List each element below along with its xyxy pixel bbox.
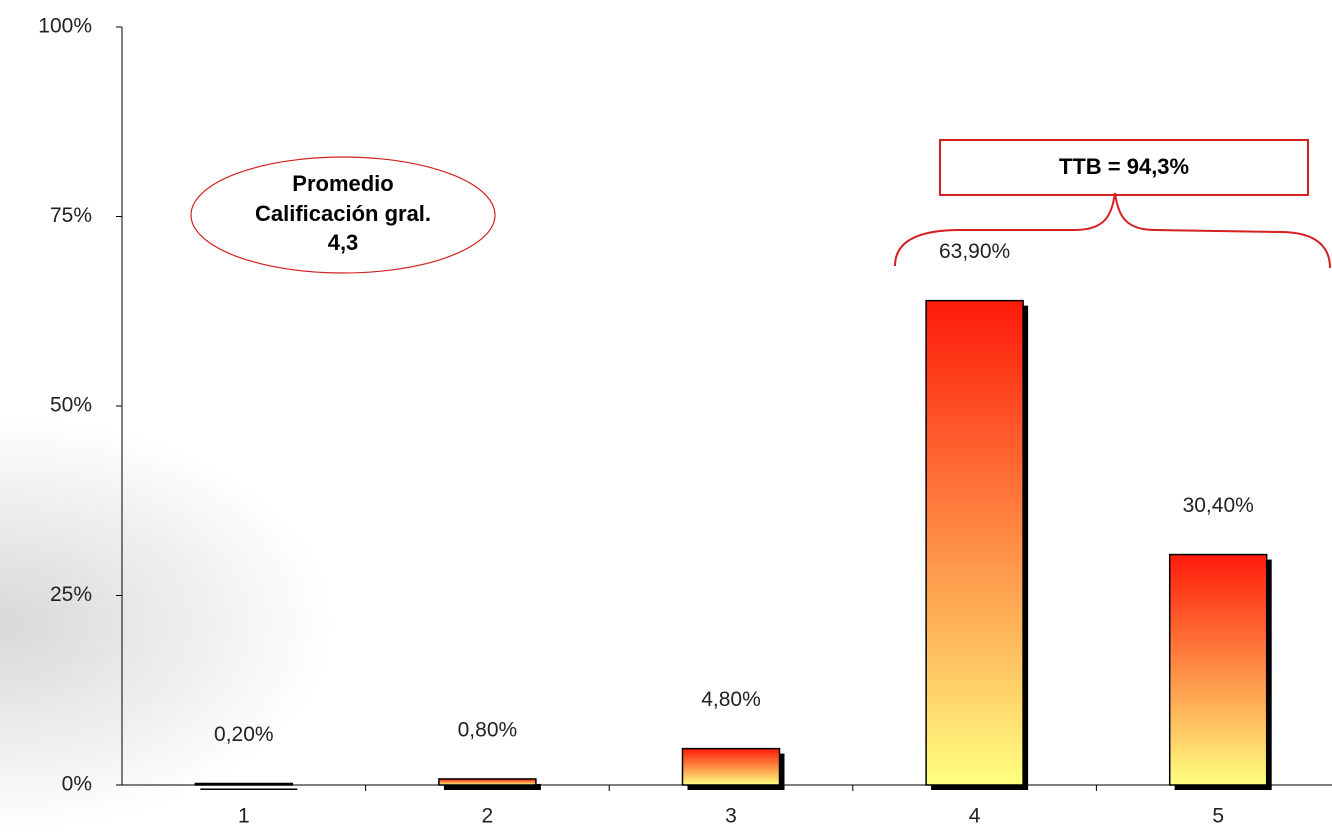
annotation: 4,3	[328, 230, 359, 255]
bar-shadow	[443, 783, 541, 790]
callout: TTB = 94,3%	[1059, 154, 1189, 179]
average-ellipse	[190, 156, 496, 274]
x-tick-label: 4	[969, 805, 981, 828]
annotation: Calificación gral.	[255, 201, 431, 226]
value-label: 30,40%	[1183, 494, 1254, 517]
y-tick-label: 100%	[38, 15, 92, 38]
x-tick-label: 5	[1212, 805, 1224, 828]
x-tick-label: 1	[238, 805, 250, 828]
bar	[681, 747, 781, 786]
x-tick-label: 2	[482, 805, 494, 828]
value-label: 0,20%	[214, 723, 274, 746]
y-tick-label: 50%	[50, 394, 92, 417]
y-tick-label: 0%	[62, 773, 92, 796]
annotation: Promedio	[292, 171, 393, 196]
value-label: 0,80%	[458, 718, 518, 741]
bar	[1168, 553, 1268, 786]
bar	[925, 299, 1024, 786]
bar	[194, 782, 294, 786]
y-tick-label: 75%	[50, 204, 92, 227]
x-tick-label: 3	[725, 805, 737, 828]
value-label: 63,90%	[939, 240, 1010, 263]
value-label: 4,80%	[701, 688, 761, 711]
bar	[438, 778, 537, 786]
bar-shadow	[200, 788, 298, 790]
brace	[894, 192, 1331, 269]
callout-box	[939, 139, 1309, 196]
y-tick-label: 25%	[50, 583, 92, 606]
